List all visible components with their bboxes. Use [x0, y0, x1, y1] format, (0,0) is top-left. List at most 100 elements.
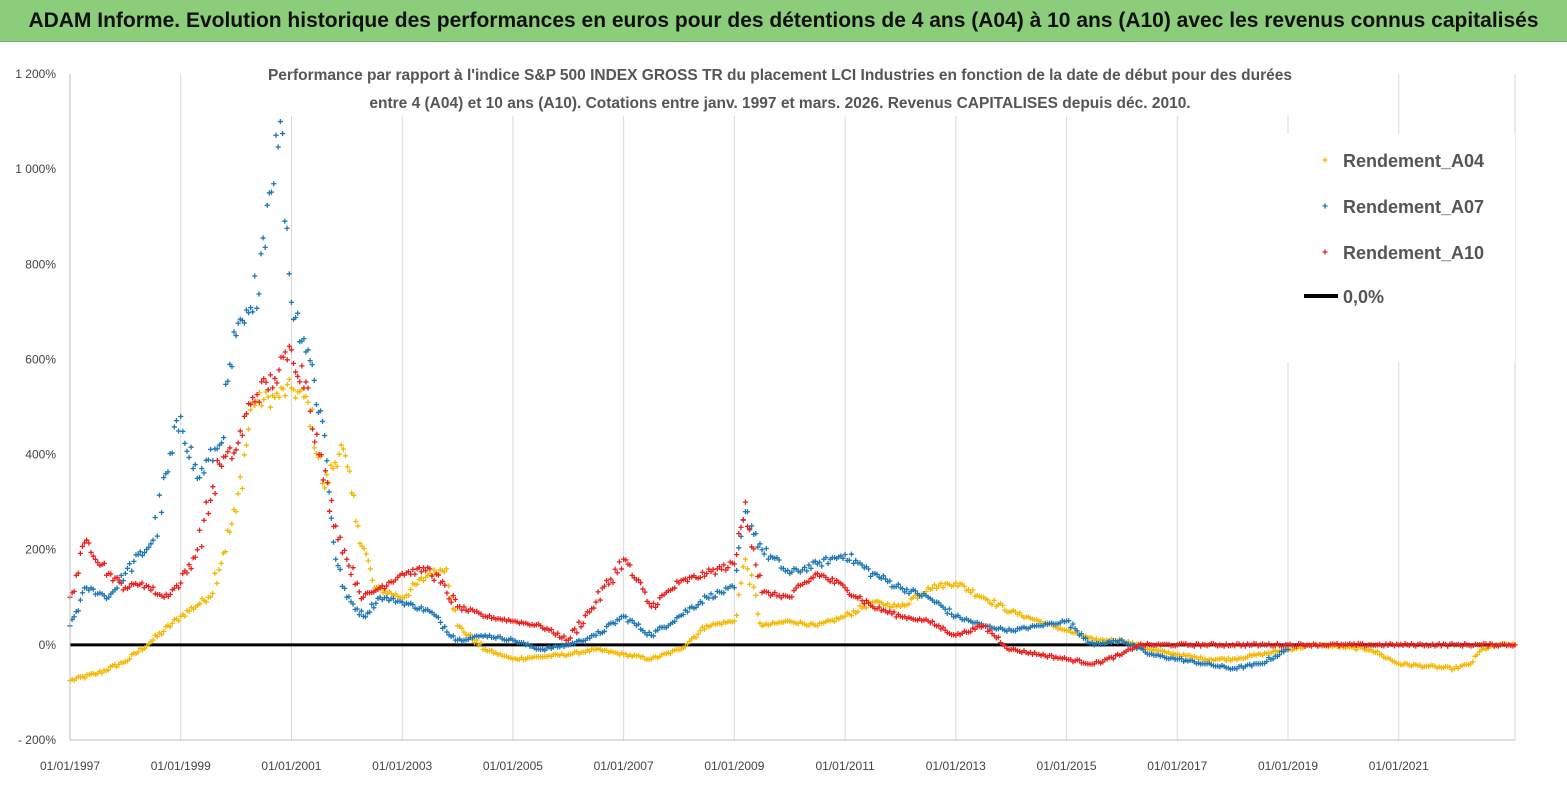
data-point-fill — [989, 601, 995, 607]
data-point-fill — [1012, 628, 1019, 634]
data-point-fill — [751, 546, 757, 552]
data-point-fill — [127, 561, 133, 567]
data-point-fill — [268, 189, 275, 195]
data-point — [84, 537, 90, 543]
data-point-fill — [210, 590, 216, 596]
data-point-fill — [405, 592, 412, 598]
y-tick-label: 200% — [25, 543, 56, 557]
data-point-fill — [335, 563, 341, 569]
data-point-fill — [218, 560, 224, 566]
data-point-fill — [124, 565, 131, 571]
data-point-fill — [601, 583, 608, 589]
data-point-fill — [328, 497, 335, 504]
data-point-fill — [757, 572, 763, 578]
data-point-fill — [802, 564, 808, 570]
data-point-fill — [755, 544, 761, 550]
data-point-fill — [129, 568, 135, 574]
data-point-fill — [137, 549, 143, 555]
data-point-fill — [808, 565, 814, 571]
data-point-fill — [326, 489, 332, 495]
data-point-fill — [614, 570, 620, 576]
data-point-fill — [736, 545, 742, 551]
data-point-fill — [1049, 652, 1055, 659]
data-point-fill — [718, 566, 725, 572]
data-point-fill — [885, 601, 891, 607]
data-point — [250, 394, 256, 401]
data-point-fill — [880, 573, 887, 579]
data-point-fill — [1470, 659, 1476, 665]
data-point-fill — [757, 541, 763, 547]
data-point-fill — [780, 565, 786, 572]
data-point-fill — [940, 624, 946, 630]
data-point-fill — [245, 310, 252, 316]
data-point-fill — [342, 547, 348, 553]
data-point-fill — [701, 626, 708, 633]
legend: Rendement_A04 Rendement_A07 Rendement_A10 0… — [1280, 134, 1515, 362]
data-point-fill — [793, 585, 799, 591]
data-point-fill — [874, 571, 880, 577]
data-point-fill — [231, 329, 237, 335]
data-point-fill — [118, 580, 124, 586]
data-point-fill — [71, 588, 77, 595]
data-point-fill — [744, 566, 751, 572]
data-point — [953, 580, 959, 586]
data-point-fill — [725, 565, 731, 571]
y-tick-label: 600% — [25, 352, 56, 366]
data-point-fill — [831, 618, 838, 624]
data-point-fill — [418, 604, 424, 610]
data-point-fill — [196, 527, 203, 533]
data-point-fill — [367, 566, 373, 572]
data-point-fill — [205, 510, 212, 517]
y-tick-label: 1 200% — [15, 67, 56, 81]
data-point-fill — [346, 468, 353, 474]
data-point-fill — [210, 484, 216, 490]
data-point-fill — [695, 631, 701, 637]
data-point-fill — [893, 614, 899, 620]
data-point-fill — [248, 407, 254, 413]
data-point-fill — [695, 602, 701, 608]
data-point-fill — [344, 464, 351, 470]
data-point-fill — [320, 477, 326, 483]
data-point-fill — [184, 570, 190, 576]
data-point-fill — [141, 549, 148, 556]
banner-text: ADAM Informe. Evolution historique des p… — [28, 8, 1539, 32]
data-point-fill — [275, 144, 281, 150]
data-point-fill — [108, 571, 114, 577]
data-point-fill — [755, 611, 761, 617]
data-point-fill — [75, 608, 81, 614]
data-point-fill — [895, 581, 901, 587]
data-point-fill — [326, 508, 333, 514]
data-point-fill — [332, 460, 338, 466]
data-point-fill — [150, 584, 156, 590]
data-point-fill — [330, 539, 337, 545]
data-point-fill — [972, 626, 978, 632]
data-point — [150, 637, 156, 643]
data-point-fill — [175, 618, 182, 624]
data-point-fill — [161, 474, 167, 481]
data-point-fill — [354, 580, 360, 586]
data-point-fill — [857, 593, 863, 600]
data-point-fill — [307, 408, 313, 414]
data-point-fill — [1485, 643, 1491, 649]
data-point-fill — [297, 379, 303, 385]
data-point-fill — [88, 549, 94, 556]
data-point-fill — [591, 605, 597, 611]
data-point — [250, 309, 256, 315]
data-point — [704, 570, 710, 577]
data-point-fill — [684, 609, 691, 615]
data-point-fill — [346, 594, 352, 600]
data-point-fill — [1017, 609, 1023, 616]
data-point-fill — [114, 585, 120, 591]
data-point-fill — [216, 567, 222, 573]
data-point-fill — [452, 607, 458, 613]
x-tick-label: 01/01/2007 — [594, 759, 654, 773]
data-point-fill — [410, 602, 416, 608]
data-point-fill — [182, 440, 188, 446]
y-axis: - 200% 0% 200% 400% 600% 800% 1 000% 1 200% — [15, 67, 71, 747]
data-point-fill — [831, 580, 838, 586]
data-point-fill — [1078, 631, 1085, 637]
data-point-fill — [461, 629, 467, 635]
legend-label-reference: 0,0% — [1343, 287, 1384, 307]
data-point-fill — [354, 606, 360, 612]
data-point-fill — [1198, 654, 1204, 660]
